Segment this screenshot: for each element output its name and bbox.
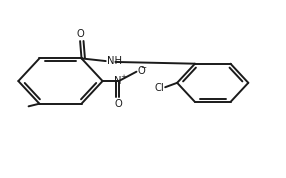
- Text: O: O: [76, 29, 84, 39]
- Text: NH: NH: [107, 56, 122, 66]
- Text: O: O: [115, 100, 123, 109]
- Text: O: O: [138, 66, 145, 76]
- Text: −: −: [140, 65, 146, 71]
- Text: Cl: Cl: [155, 83, 164, 93]
- Text: +: +: [120, 74, 126, 80]
- Text: N: N: [114, 75, 121, 85]
